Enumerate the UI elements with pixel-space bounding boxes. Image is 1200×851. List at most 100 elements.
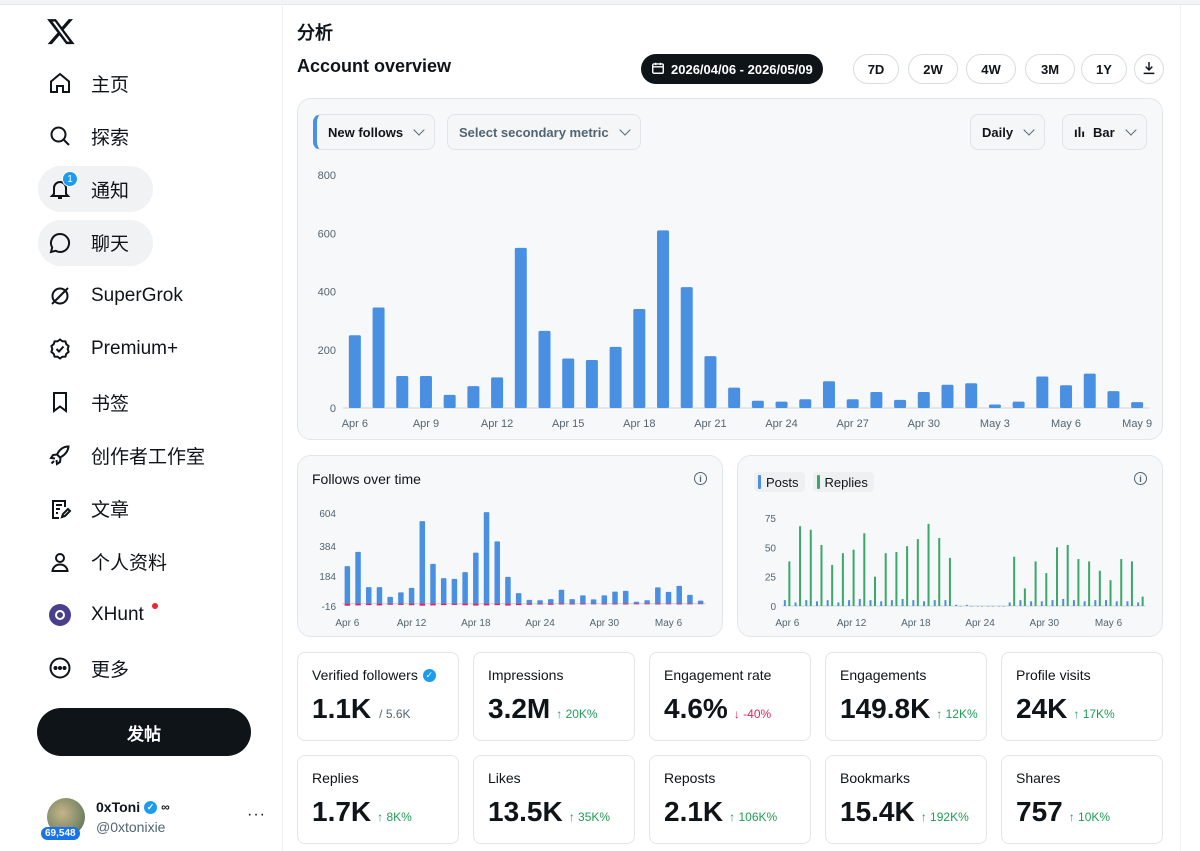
range-3m[interactable]: 3M	[1025, 54, 1075, 84]
bar-posts	[955, 604, 958, 606]
new-dot-icon	[151, 602, 158, 609]
bar	[687, 594, 693, 604]
x-tick-label: Apr 24	[765, 418, 797, 430]
bar-replies	[895, 552, 898, 606]
account-switcher[interactable]: 69,548 0xToni ✓ ∞ @0xtonixie ···	[41, 798, 277, 842]
bar-replies	[1034, 561, 1037, 606]
granularity-select[interactable]: Daily	[970, 114, 1046, 150]
bar	[515, 593, 522, 604]
negative-bar	[612, 603, 618, 605]
sidebar-item-notifications[interactable]: 1 通知	[38, 166, 153, 213]
negative-bar	[665, 603, 672, 605]
legend-replies[interactable]: Replies	[812, 472, 874, 492]
chart-type-label: Bar	[1093, 124, 1115, 140]
stat-card-engagements[interactable]: Engagements 149.8K ↑ 12K%	[825, 652, 987, 741]
stat-card-verified-followers[interactable]: Verified followers ✓ 1.1K / 5.6K	[297, 652, 459, 741]
stat-card-shares[interactable]: Shares 757 ↑ 10K%	[1001, 755, 1163, 844]
bar-posts	[976, 606, 979, 607]
x-tick-label: May 6	[655, 618, 683, 629]
sidebar-item-creator-studio[interactable]: 创作者工作室	[38, 432, 278, 478]
negative-bar	[633, 603, 640, 605]
nav-menu: 主页 探索 1 通知 聊天 SuperGrok Premium+	[38, 60, 278, 698]
info-icon[interactable]: i	[1134, 472, 1147, 485]
stat-card-bookmarks[interactable]: Bookmarks 15.4K ↑ 192K%	[825, 755, 987, 844]
primary-metric-select[interactable]: New follows	[313, 114, 436, 150]
bar-posts	[794, 602, 797, 606]
date-range-button[interactable]: 2026/04/06 - 2026/05/09	[641, 54, 823, 84]
sidebar-item-explore[interactable]: 探索	[38, 113, 278, 159]
download-button[interactable]	[1134, 54, 1164, 84]
bar-replies	[948, 557, 951, 606]
link-icon: ∞	[161, 800, 170, 814]
stat-card-likes[interactable]: Likes 13.5K ↑ 35K%	[473, 755, 635, 844]
info-icon[interactable]: i	[694, 472, 707, 485]
grok-icon	[48, 284, 72, 308]
legend-posts[interactable]: Posts	[754, 472, 805, 492]
post-button[interactable]: 发帖	[37, 708, 251, 756]
stat-delta: ↓ -40%	[733, 707, 772, 721]
sidebar-item-xhunt[interactable]: XHunt	[38, 592, 278, 638]
range-2w[interactable]: 2W	[908, 54, 958, 84]
negative-bar	[483, 603, 490, 606]
stat-card-impressions[interactable]: Impressions 3.2M ↑ 20K%	[473, 652, 635, 741]
x-tick-label: Apr 12	[481, 418, 513, 430]
stat-delta: ↑ 20K%	[556, 707, 598, 721]
bar	[462, 572, 468, 604]
bar	[822, 381, 835, 408]
sidebar-item-label: 文章	[91, 500, 130, 521]
sidebar-item-supergrok[interactable]: SuperGrok	[38, 273, 278, 319]
bar	[526, 599, 533, 604]
x-tick-label: Apr 18	[461, 618, 491, 629]
y-tick-label: 800	[318, 170, 336, 182]
bar	[1036, 376, 1049, 408]
negative-bar	[687, 603, 693, 605]
stat-card-engagement-rate[interactable]: Engagement rate 4.6% ↓ -40%	[649, 652, 811, 741]
sidebar-item-bookmarks[interactable]: 书签	[38, 379, 278, 425]
stat-card-replies[interactable]: Replies 1.7K ↑ 8K%	[297, 755, 459, 844]
x-logo-icon[interactable]	[46, 16, 76, 46]
sidebar-item-profile[interactable]: 个人资料	[38, 539, 278, 585]
bar-replies	[916, 539, 919, 606]
sidebar-item-label: 探索	[91, 127, 130, 149]
scrollbar[interactable]	[1180, 5, 1181, 851]
bar	[538, 330, 551, 408]
sidebar-item-chat[interactable]: 聊天	[38, 219, 153, 266]
sidebar-item-home[interactable]: 主页	[38, 60, 278, 106]
range-1y[interactable]: 1Y	[1081, 54, 1127, 84]
stat-value: 24K	[1016, 693, 1068, 724]
sidebar-item-premium[interactable]: Premium+	[38, 326, 278, 372]
bar-posts	[837, 602, 840, 606]
secondary-metric-select[interactable]: Select secondary metric	[447, 114, 641, 150]
bar-replies	[1120, 559, 1123, 606]
bar	[704, 356, 717, 408]
sidebar-item-articles[interactable]: 文章	[38, 486, 278, 532]
more-icon	[48, 656, 72, 680]
stat-card-reposts[interactable]: Reposts 2.1K ↑ 106K%	[649, 755, 811, 844]
article-icon	[48, 497, 72, 521]
stat-label: Likes	[488, 770, 521, 786]
stat-card-profile-visits[interactable]: Profile visits 24K ↑ 17K%	[1001, 652, 1163, 741]
more-options-icon[interactable]: ···	[247, 806, 266, 823]
chart-type-select[interactable]: Bar	[1062, 114, 1147, 150]
bar	[585, 359, 598, 408]
x-tick-label: Apr 6	[775, 618, 799, 629]
x-tick-label: Apr 18	[623, 418, 655, 430]
bar	[494, 541, 500, 604]
negative-bar	[515, 603, 522, 606]
sidebar-item-more[interactable]: 更多	[38, 645, 278, 691]
bar-replies	[874, 576, 876, 606]
x-tick-label: Apr 9	[413, 418, 439, 430]
bar	[558, 589, 565, 604]
sidebar-item-label: 个人资料	[91, 553, 168, 575]
range-7d[interactable]: 7D	[853, 54, 899, 84]
secondary-metric-label: Select secondary metric	[459, 124, 609, 140]
bar-posts	[1019, 600, 1022, 606]
bar	[775, 401, 788, 408]
bar-replies	[841, 553, 844, 606]
stat-value-row: 3.2M ↑ 20K%	[488, 693, 598, 725]
range-4w[interactable]: 4W	[966, 54, 1016, 84]
stat-value: 1.7K	[312, 796, 372, 827]
x-tick-label: Apr 15	[552, 418, 584, 430]
bar-posts	[997, 606, 1000, 607]
x-tick-label: Apr 6	[335, 618, 359, 629]
